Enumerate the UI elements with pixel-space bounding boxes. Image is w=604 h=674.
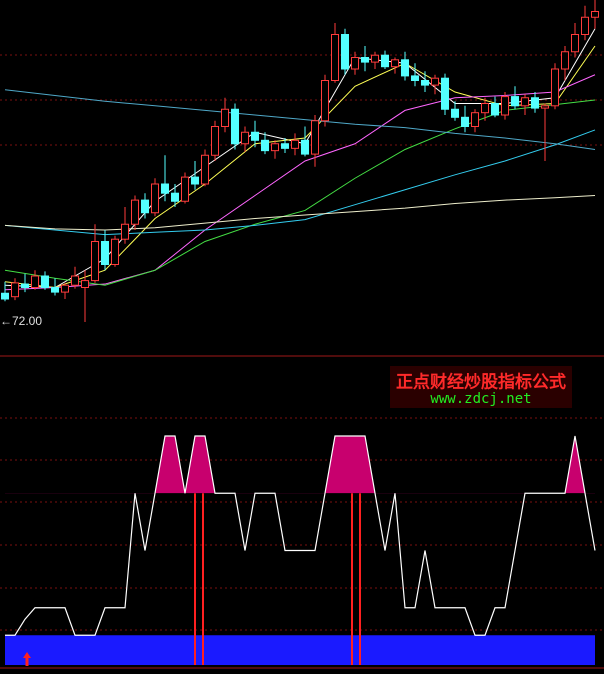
candle-body	[111, 238, 119, 265]
candle-body	[331, 34, 339, 81]
lower-fill	[5, 635, 595, 665]
candle-body	[271, 143, 279, 152]
indicator-line	[5, 435, 596, 636]
candle-body	[321, 80, 329, 122]
candle-body	[561, 51, 569, 70]
candle-body	[411, 75, 419, 82]
candle-body	[181, 176, 189, 202]
lower-grid	[0, 417, 604, 631]
candle-body	[131, 199, 139, 225]
candle-body	[241, 131, 249, 145]
candle-body	[421, 80, 429, 86]
candle-body	[141, 199, 149, 214]
candle-body	[41, 275, 49, 288]
candle-body	[221, 108, 229, 127]
candle-body	[481, 103, 489, 114]
candle-body	[161, 183, 169, 194]
candle-body	[471, 112, 479, 127]
marks: ←72.00	[0, 0, 599, 666]
candle-body	[461, 116, 469, 128]
candle-body	[231, 108, 239, 145]
candle-body	[351, 57, 359, 70]
candle-body	[101, 241, 109, 265]
candle-body	[21, 283, 29, 288]
candle-body	[261, 139, 269, 152]
candle-body	[1, 292, 9, 300]
candle-body	[61, 284, 69, 293]
candle-body	[541, 105, 549, 109]
watermark-box	[390, 366, 572, 408]
watermark-url: www.zdcj.net	[430, 391, 531, 407]
candle-body	[591, 11, 599, 18]
candle-body	[171, 192, 179, 202]
candle-body	[581, 16, 589, 35]
candle-body	[501, 96, 509, 116]
candle-body	[441, 77, 449, 110]
watermark: 正点财经炒股指标公式 www.zdcj.net	[390, 366, 572, 408]
candle-body	[371, 54, 379, 63]
candle-body	[491, 103, 499, 116]
candle-body	[81, 280, 89, 289]
candle-body	[341, 34, 349, 70]
candle-body	[201, 154, 209, 185]
candle-body	[151, 183, 159, 214]
candle-body	[211, 126, 219, 156]
candle-body	[291, 139, 299, 149]
candle-body	[71, 275, 79, 286]
buy-arrow	[23, 652, 31, 666]
candle-body	[451, 108, 459, 118]
candle-body	[11, 282, 19, 298]
candle-body	[571, 34, 579, 53]
candle-body	[521, 97, 529, 107]
candle-body	[91, 241, 99, 282]
candle-body	[361, 57, 369, 63]
candle-body	[31, 275, 39, 288]
low-marker-label: ←72.00	[0, 314, 42, 328]
candle-body	[251, 131, 259, 141]
candle-body	[381, 54, 389, 68]
candle-body	[431, 77, 439, 86]
candle-body	[391, 59, 399, 68]
candle-body	[281, 143, 289, 149]
candle-body	[51, 287, 59, 293]
ma-line	[4, 89, 596, 150]
candle-body	[121, 223, 129, 240]
candle-body	[191, 176, 199, 185]
candle-body	[401, 59, 409, 77]
candle-body	[301, 139, 309, 155]
candle-body	[311, 120, 319, 155]
candle-body	[511, 96, 519, 107]
candle-body	[551, 68, 559, 107]
candle-body	[531, 97, 539, 109]
watermark-title: 正点财经炒股指标公式	[396, 371, 566, 391]
